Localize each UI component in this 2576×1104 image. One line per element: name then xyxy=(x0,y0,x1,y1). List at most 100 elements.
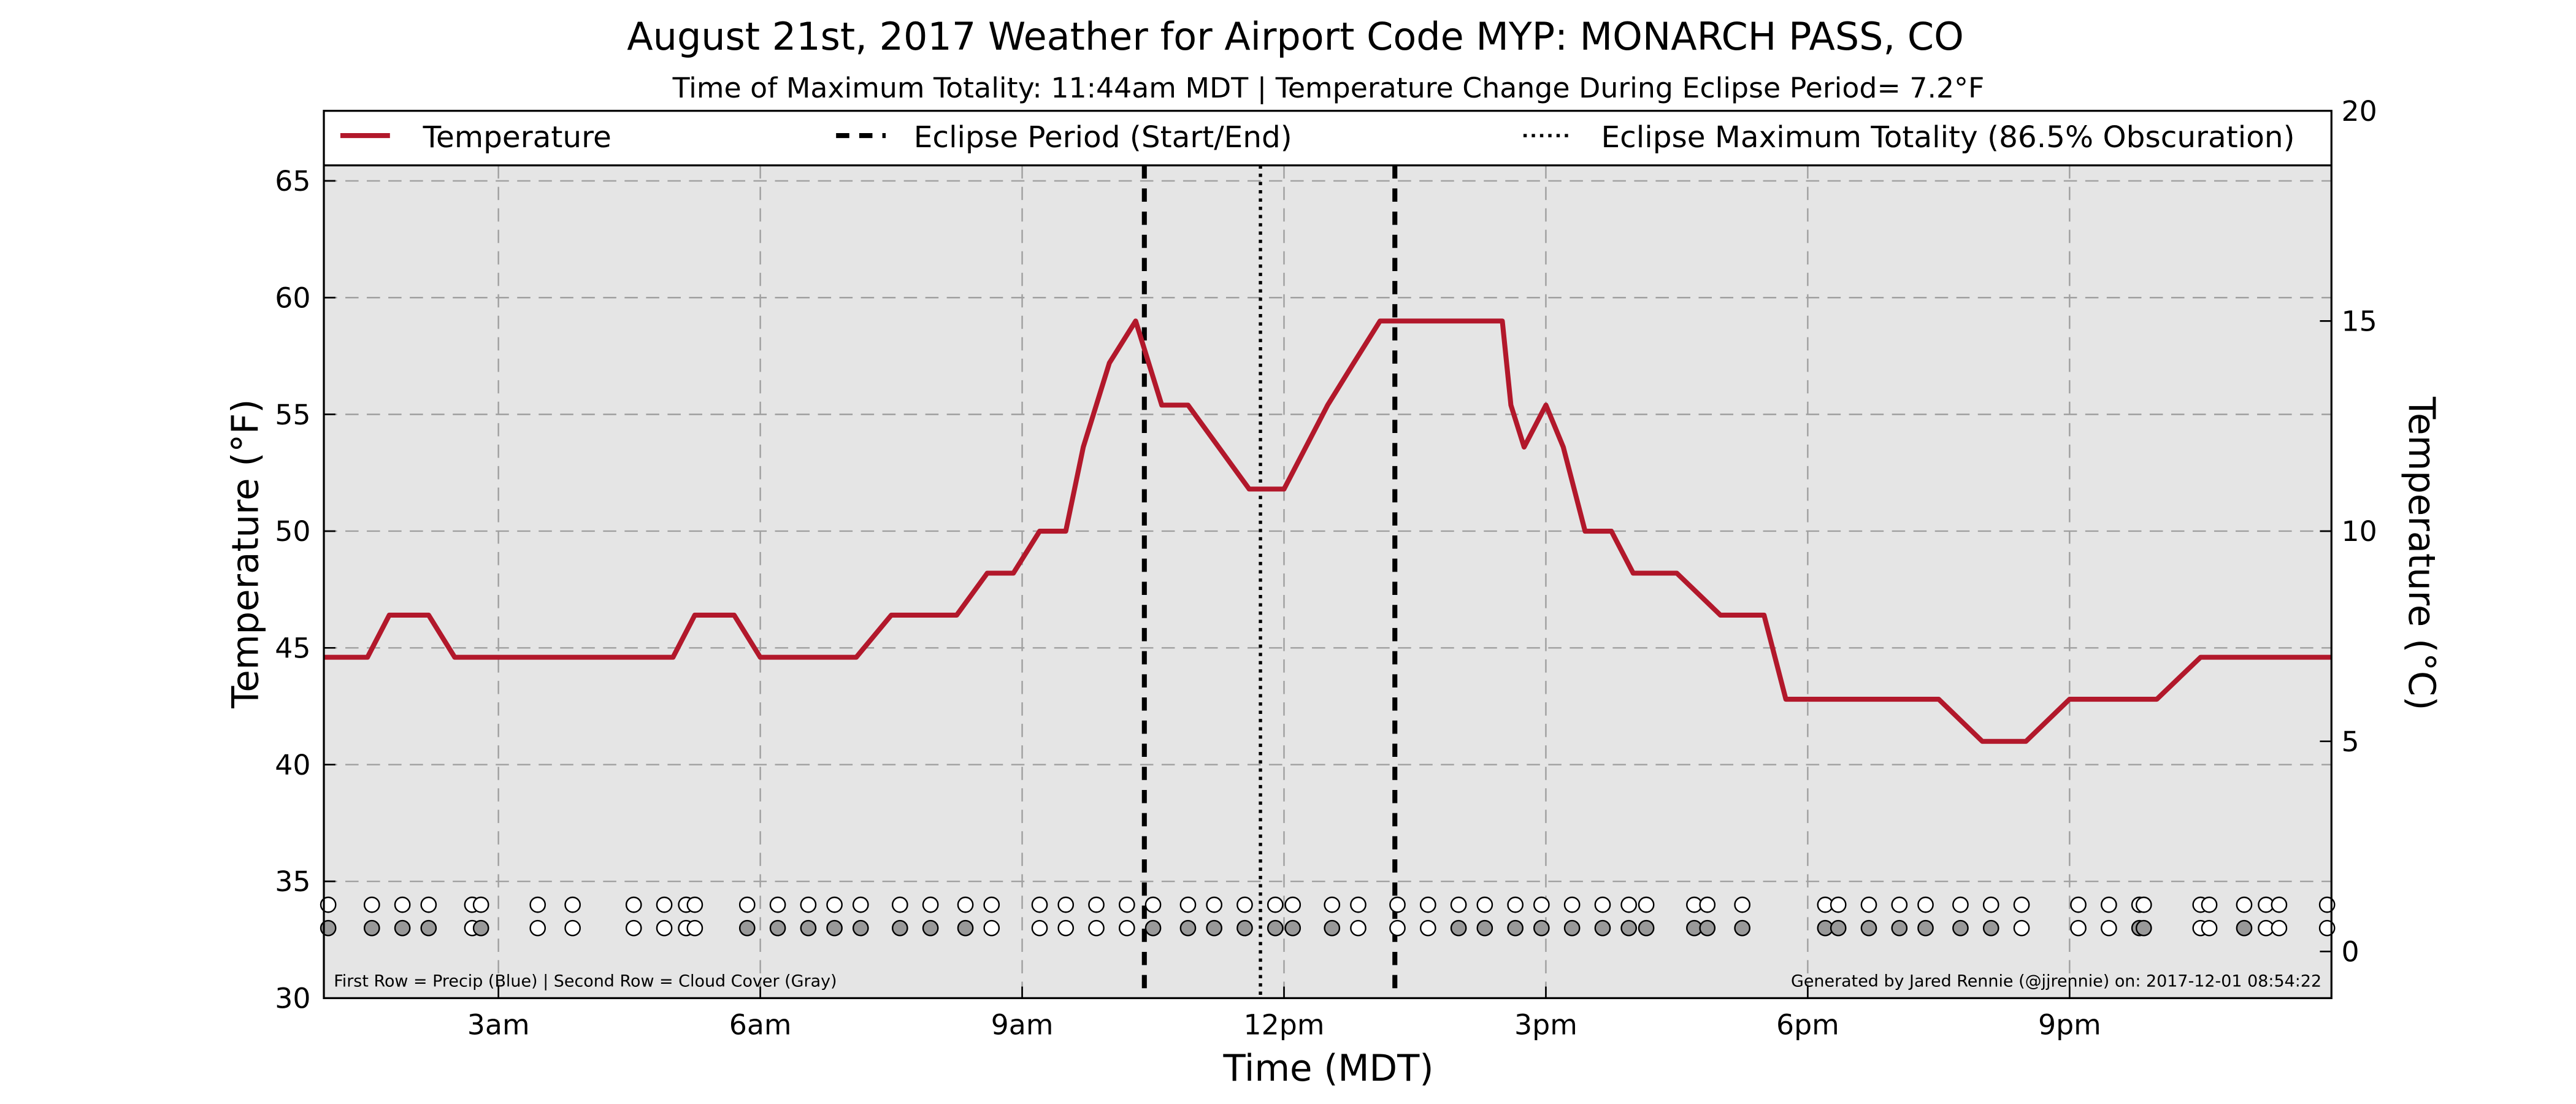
y-tick-label: 30 xyxy=(275,982,310,1015)
x-tick-label: 9pm xyxy=(2038,1008,2101,1041)
precip-marker xyxy=(983,896,1000,913)
cloud-marker xyxy=(1206,919,1222,937)
cloud-marker xyxy=(2201,919,2218,937)
plot-area xyxy=(324,165,2332,999)
cloud-marker xyxy=(1860,919,1877,937)
cloud-marker xyxy=(957,919,974,937)
cloud-marker xyxy=(625,919,642,937)
cloud-marker xyxy=(2101,919,2117,937)
cloud-marker xyxy=(394,919,411,937)
footer-left-note: First Row = Precip (Blue) | Second Row =… xyxy=(334,972,837,991)
legend-label: Eclipse Period (Start/End) xyxy=(914,120,1292,155)
precip-marker xyxy=(1638,896,1655,913)
precip-marker xyxy=(2101,896,2117,913)
cloud-marker xyxy=(1830,919,1847,937)
cloud-marker xyxy=(922,919,939,937)
y-tick-label: 65 xyxy=(275,164,310,197)
precip-marker xyxy=(957,896,974,913)
precip-marker xyxy=(800,896,817,913)
cloud-marker xyxy=(2271,919,2288,937)
y-axis-left: 30 35 40 45 50 55 60 65 xyxy=(275,164,335,1015)
precip-marker xyxy=(1206,896,1222,913)
x-axis-label: Time (MDT) xyxy=(1222,1047,1433,1089)
cloud-marker xyxy=(1031,919,1048,937)
y2-tick-label: 20 xyxy=(2341,94,2377,128)
precip-marker xyxy=(2236,896,2253,913)
precip-marker xyxy=(2135,896,2152,913)
footer-right-note: Generated by Jared Rennie (@jjrennie) on… xyxy=(1791,972,2321,991)
cloud-marker xyxy=(1389,919,1406,937)
precip-marker xyxy=(564,896,581,913)
precip-marker xyxy=(1533,896,1550,913)
precip-marker xyxy=(1031,896,1048,913)
precip-marker xyxy=(2271,896,2288,913)
cloud-marker xyxy=(2070,919,2087,937)
precip-marker xyxy=(686,896,703,913)
cloud-marker xyxy=(529,919,546,937)
cloud-marker xyxy=(1917,919,1934,937)
chart-title: August 21st, 2017 Weather for Airport Co… xyxy=(627,14,1964,59)
precip-marker xyxy=(852,896,869,913)
y2-tick-label: 0 xyxy=(2341,935,2359,968)
y2-tick-label: 15 xyxy=(2341,305,2377,338)
cloud-marker xyxy=(1057,919,1075,937)
plot-frame xyxy=(323,110,2333,1000)
cloud-marker xyxy=(2135,919,2152,937)
cloud-marker xyxy=(1450,919,1467,937)
precip-marker xyxy=(1088,896,1105,913)
cloud-marker xyxy=(472,919,489,937)
precip-marker xyxy=(769,896,786,913)
x-tick-label: 12pm xyxy=(1244,1008,1325,1041)
x-tick-label: 6pm xyxy=(1776,1008,1839,1041)
cloud-marker xyxy=(1699,919,1716,937)
precip-marker xyxy=(922,896,939,913)
x-tick-label: 3am xyxy=(467,1008,530,1041)
x-tick-label: 3pm xyxy=(1514,1008,1577,1041)
cloud-marker xyxy=(1952,919,1969,937)
cloud-marker xyxy=(1118,919,1135,937)
series-layer xyxy=(324,318,2332,744)
cloud-marker xyxy=(1507,919,1524,937)
y-tick-label: 35 xyxy=(275,865,310,898)
y-tick-label: 60 xyxy=(275,281,310,314)
cloud-marker xyxy=(1891,919,1908,937)
precip-marker xyxy=(1118,896,1135,913)
cloud-marker xyxy=(2013,919,2030,937)
y-tick-label: 55 xyxy=(275,398,310,431)
precip-marker xyxy=(363,896,380,913)
cloud-marker xyxy=(852,919,869,937)
precip-marker xyxy=(1419,896,1436,913)
precip-marker xyxy=(472,896,489,913)
precip-marker xyxy=(1350,896,1367,913)
precip-marker xyxy=(529,896,546,913)
precip-marker xyxy=(1563,896,1581,913)
cloud-marker xyxy=(1267,919,1284,937)
x-axis: 3am 6am 9am 12pm 3pm 6pm 9pm xyxy=(467,986,2101,1041)
cloud-marker xyxy=(983,919,1000,937)
precip-marker xyxy=(1324,896,1341,913)
cloud-marker xyxy=(1620,919,1637,937)
y-tick-label: 50 xyxy=(275,515,310,548)
precip-marker xyxy=(1860,896,1877,913)
y-tick-label: 45 xyxy=(275,631,310,664)
precip-marker xyxy=(1507,896,1524,913)
cloud-marker xyxy=(420,919,437,937)
precip-marker xyxy=(1891,896,1908,913)
precip-marker xyxy=(1476,896,1493,913)
precip-marker xyxy=(2201,896,2218,913)
precip-marker xyxy=(1830,896,1847,913)
precip-marker xyxy=(420,896,437,913)
chart-subtitle: Time of Maximum Totality: 11:44am MDT | … xyxy=(672,71,1985,105)
precip-marker xyxy=(625,896,642,913)
y2-tick-label: 5 xyxy=(2341,725,2359,758)
cloud-marker xyxy=(686,919,703,937)
precip-marker xyxy=(1236,896,1253,913)
cloud-marker xyxy=(2236,919,2253,937)
precip-marker xyxy=(1917,896,1934,913)
precip-marker xyxy=(1620,896,1637,913)
y-axis-right: 0 5 10 15 20 xyxy=(2320,94,2377,968)
y2-tick-label: 10 xyxy=(2341,515,2377,548)
y-axis-label: Temperature (°F) xyxy=(224,399,266,709)
cloud-marker xyxy=(800,919,817,937)
x-tick-label: 6am xyxy=(729,1008,792,1041)
